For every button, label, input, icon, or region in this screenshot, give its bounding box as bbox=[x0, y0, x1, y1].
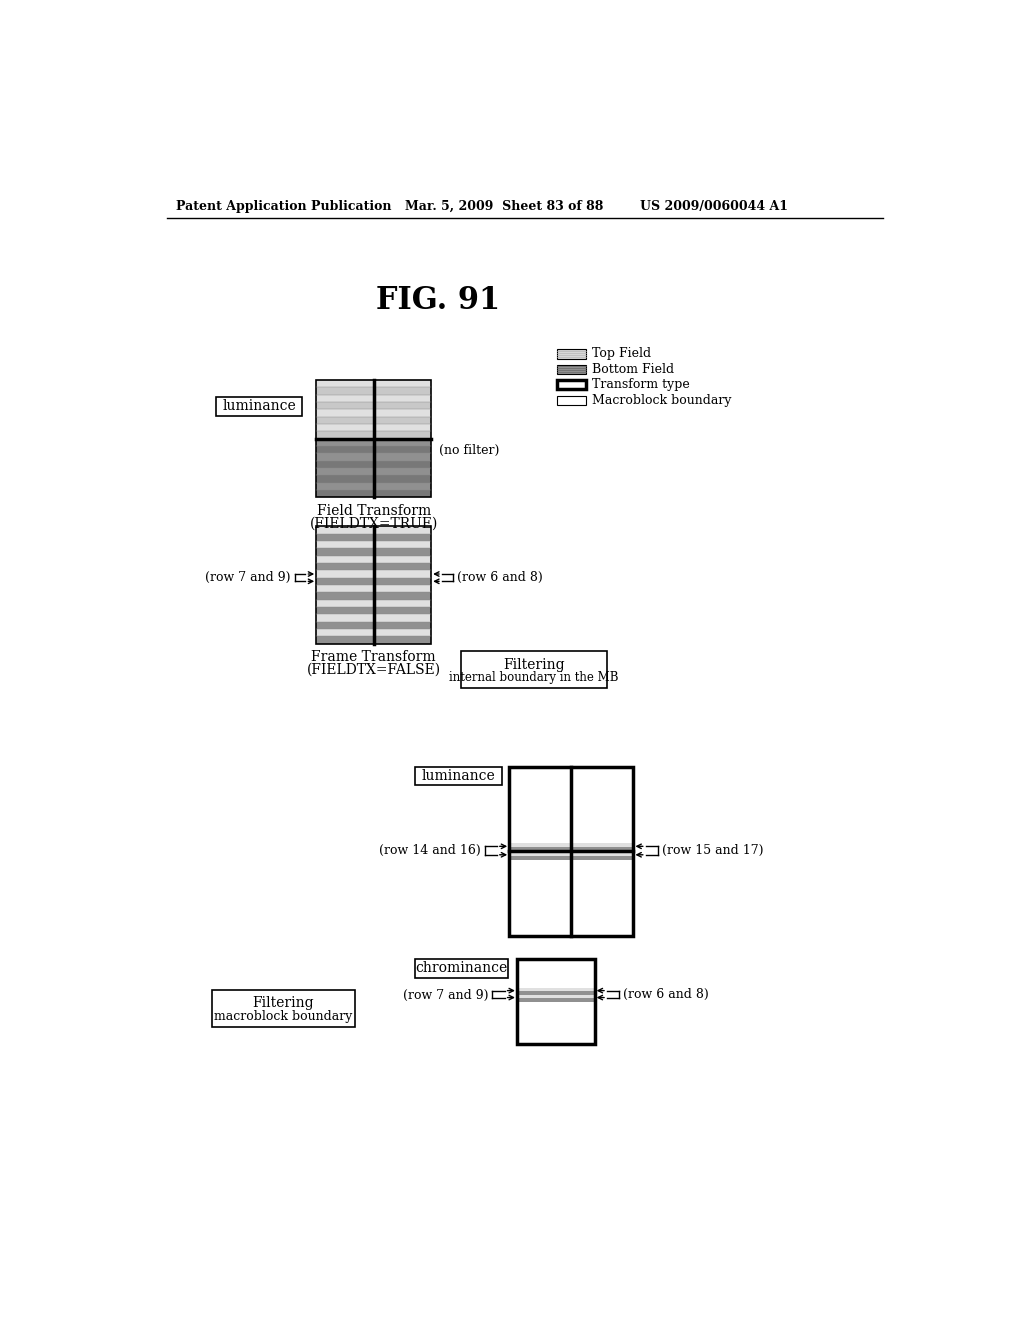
Text: (row 6 and 8): (row 6 and 8) bbox=[457, 572, 543, 585]
Bar bbox=[557, 350, 586, 359]
Text: chrominance: chrominance bbox=[415, 961, 507, 975]
Text: Patent Application Publication: Patent Application Publication bbox=[176, 199, 391, 213]
Bar bbox=[212, 990, 355, 1027]
Text: (row 7 and 9): (row 7 and 9) bbox=[402, 989, 488, 1002]
Text: Field Transform: Field Transform bbox=[316, 504, 431, 517]
Bar bbox=[517, 960, 595, 1044]
Bar bbox=[316, 380, 431, 498]
Text: Filtering: Filtering bbox=[503, 659, 565, 672]
Bar bbox=[517, 998, 595, 1002]
Bar bbox=[517, 991, 595, 995]
Bar bbox=[316, 475, 431, 483]
Text: internal boundary in the MB: internal boundary in the MB bbox=[450, 672, 618, 684]
Text: Bottom Field: Bottom Field bbox=[592, 363, 675, 376]
Text: Frame Transform: Frame Transform bbox=[311, 651, 436, 664]
Text: Top Field: Top Field bbox=[592, 347, 651, 360]
Bar bbox=[509, 847, 633, 851]
Bar bbox=[316, 461, 431, 469]
Text: Macroblock boundary: Macroblock boundary bbox=[592, 393, 732, 407]
Bar bbox=[316, 548, 431, 556]
Text: (row 6 and 8): (row 6 and 8) bbox=[624, 987, 709, 1001]
Text: Mar. 5, 2009  Sheet 83 of 88: Mar. 5, 2009 Sheet 83 of 88 bbox=[406, 199, 604, 213]
Bar bbox=[316, 614, 431, 622]
Bar bbox=[316, 388, 431, 395]
Text: macroblock boundary: macroblock boundary bbox=[214, 1010, 352, 1023]
Bar bbox=[517, 995, 595, 998]
Bar bbox=[316, 527, 431, 644]
Bar bbox=[557, 364, 586, 374]
Bar bbox=[509, 767, 633, 936]
Text: US 2009/0060044 A1: US 2009/0060044 A1 bbox=[640, 199, 787, 213]
Text: (row 15 and 17): (row 15 and 17) bbox=[662, 843, 764, 857]
Bar bbox=[316, 527, 431, 533]
Bar bbox=[557, 396, 586, 405]
Bar bbox=[461, 651, 607, 688]
Bar bbox=[316, 417, 431, 424]
Bar bbox=[316, 469, 431, 475]
Text: (row 14 and 16): (row 14 and 16) bbox=[379, 843, 480, 857]
Text: (no filter): (no filter) bbox=[438, 444, 499, 457]
Bar bbox=[316, 585, 431, 593]
Bar bbox=[316, 424, 431, 432]
Bar bbox=[316, 541, 431, 548]
Bar bbox=[509, 855, 633, 859]
Bar bbox=[316, 578, 431, 585]
Text: FIG. 91: FIG. 91 bbox=[376, 285, 500, 317]
Text: Transform type: Transform type bbox=[592, 379, 690, 391]
Bar bbox=[316, 607, 431, 614]
Bar bbox=[316, 453, 431, 461]
Bar bbox=[557, 380, 586, 389]
Bar bbox=[316, 599, 431, 607]
Bar bbox=[316, 409, 431, 417]
Bar bbox=[316, 483, 431, 490]
Bar bbox=[316, 438, 431, 446]
Bar bbox=[517, 987, 595, 991]
Bar bbox=[517, 960, 595, 1044]
Bar bbox=[509, 843, 633, 847]
Bar bbox=[415, 960, 508, 978]
Bar bbox=[316, 636, 431, 644]
Bar bbox=[316, 533, 431, 541]
Text: (FIELDTX=TRUE): (FIELDTX=TRUE) bbox=[309, 516, 438, 531]
Bar bbox=[216, 397, 302, 416]
Text: luminance: luminance bbox=[421, 770, 495, 783]
Bar bbox=[316, 395, 431, 403]
Bar bbox=[316, 622, 431, 628]
Bar bbox=[509, 851, 633, 855]
Bar bbox=[316, 564, 431, 570]
Bar bbox=[316, 380, 431, 388]
Text: Filtering: Filtering bbox=[253, 995, 314, 1010]
Bar bbox=[316, 593, 431, 599]
Bar bbox=[509, 767, 633, 936]
Bar bbox=[316, 490, 431, 498]
Bar bbox=[415, 767, 502, 785]
Text: luminance: luminance bbox=[222, 400, 296, 413]
Text: (FIELDTX=FALSE): (FIELDTX=FALSE) bbox=[306, 663, 440, 677]
Bar bbox=[316, 556, 431, 564]
Text: (row 7 and 9): (row 7 and 9) bbox=[205, 572, 291, 585]
Bar bbox=[316, 446, 431, 453]
Bar bbox=[316, 403, 431, 409]
Bar bbox=[316, 628, 431, 636]
Bar bbox=[316, 432, 431, 438]
Bar bbox=[316, 570, 431, 578]
